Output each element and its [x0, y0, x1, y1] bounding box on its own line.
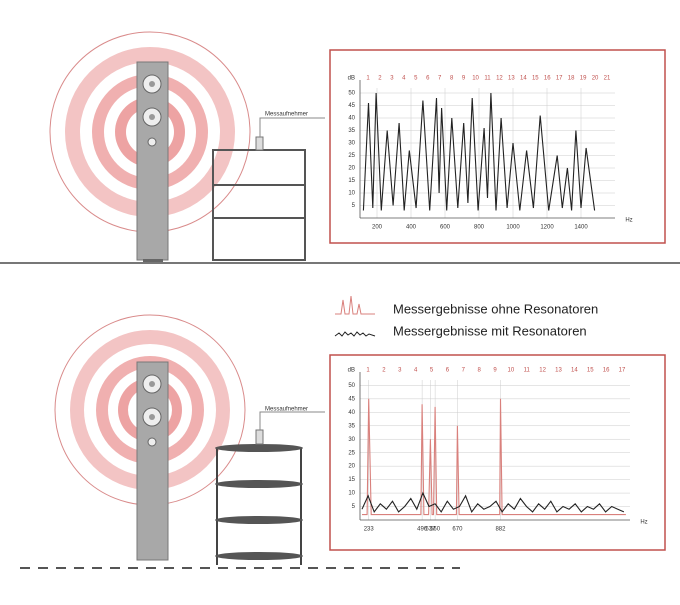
x-axis-label: Hz [625, 218, 632, 224]
peak-number: 11 [484, 76, 491, 82]
peak-number: 13 [508, 76, 515, 82]
peak-number: 4 [402, 76, 406, 82]
peak-number: 9 [462, 76, 466, 82]
y-tick-label: 10 [348, 191, 355, 197]
peak-number: 21 [604, 76, 611, 82]
x-tick-label: 800 [474, 225, 485, 231]
x-tick-label: 1000 [506, 225, 520, 231]
y-tick-label: 15 [348, 178, 355, 184]
peak-number: 6 [426, 76, 430, 82]
peak-number: 16 [603, 368, 610, 374]
peak-number: 1 [366, 76, 370, 82]
x-axis-label: Hz [640, 520, 647, 526]
y-axis-label: dB [348, 76, 355, 82]
peak-number: 15 [587, 368, 594, 374]
peak-number: 20 [592, 76, 599, 82]
peak-number: 1 [366, 368, 370, 374]
peak-number: 14 [571, 368, 578, 374]
y-tick-label: 15 [348, 477, 355, 483]
y-tick-label: 20 [348, 464, 355, 470]
peak-number: 13 [555, 368, 562, 374]
x-tick-label: 600 [440, 225, 451, 231]
x-tick-label: 670 [452, 527, 463, 533]
y-tick-label: 40 [348, 410, 355, 416]
peak-number: 18 [568, 76, 575, 82]
peak-number: 5 [430, 368, 434, 374]
x-tick-label: 200 [372, 225, 383, 231]
peak-number: 8 [450, 76, 454, 82]
y-tick-label: 50 [348, 383, 355, 389]
peak-number: 5 [414, 76, 418, 82]
peak-number: 19 [580, 76, 587, 82]
y-tick-label: 10 [348, 491, 355, 497]
y-tick-label: 25 [348, 450, 355, 456]
y-tick-label: 30 [348, 141, 355, 147]
legend-label: Messergebnisse ohne Resonatoren [393, 301, 598, 316]
peak-number: 8 [477, 368, 481, 374]
mic-label: Messaufnehmer [265, 112, 308, 118]
spectrum-line [362, 398, 626, 516]
peak-number: 16 [544, 76, 551, 82]
x-tick-label: 400 [406, 225, 417, 231]
x-tick-label: 496 [417, 527, 428, 533]
x-tick-label: 882 [495, 527, 506, 533]
x-tick-label: 560 [430, 527, 441, 533]
peak-number: 9 [493, 368, 497, 374]
peak-number: 10 [508, 368, 515, 374]
y-tick-label: 35 [348, 423, 355, 429]
y-tick-label: 30 [348, 437, 355, 443]
peak-number: 14 [520, 76, 527, 82]
peak-number: 11 [524, 368, 531, 374]
y-tick-label: 5 [352, 504, 356, 510]
mic-label: Messaufnehmer [265, 407, 308, 413]
y-tick-label: 35 [348, 128, 355, 134]
x-tick-label: 1200 [540, 225, 554, 231]
peak-number: 3 [390, 76, 394, 82]
peak-number: 15 [532, 76, 539, 82]
y-axis-label: dB [348, 368, 355, 374]
y-tick-label: 40 [348, 116, 355, 122]
peak-number: 3 [398, 368, 402, 374]
spectrum-line [362, 92, 596, 211]
y-tick-label: 5 [352, 203, 356, 209]
x-tick-label: 537 [425, 527, 436, 533]
peak-number: 17 [619, 368, 626, 374]
y-tick-label: 45 [348, 103, 355, 109]
peak-number: 12 [496, 76, 503, 82]
y-tick-label: 25 [348, 153, 355, 159]
peak-number: 17 [556, 76, 563, 82]
peak-number: 7 [462, 368, 466, 374]
peak-number: 7 [438, 76, 442, 82]
speaker-scene-top: Messaufnehmer [0, 31, 680, 264]
legend-swatch [334, 331, 376, 337]
peak-number: 2 [382, 368, 386, 374]
speaker-scene-bottom: Messaufnehmer [20, 314, 460, 569]
spectrum-line [361, 491, 625, 514]
y-tick-label: 50 [348, 91, 355, 97]
peak-number: 10 [472, 76, 479, 82]
x-tick-label: 1400 [574, 225, 588, 231]
y-tick-label: 20 [348, 166, 355, 172]
x-tick-label: 233 [364, 527, 375, 533]
legend-swatch [335, 295, 375, 315]
legend-label: Messergebnisse mit Resonatoren [393, 323, 587, 338]
peak-number: 6 [446, 368, 450, 374]
y-tick-label: 45 [348, 396, 355, 402]
peak-number: 4 [414, 368, 418, 374]
peak-number: 12 [539, 368, 546, 374]
peak-number: 2 [378, 76, 382, 82]
